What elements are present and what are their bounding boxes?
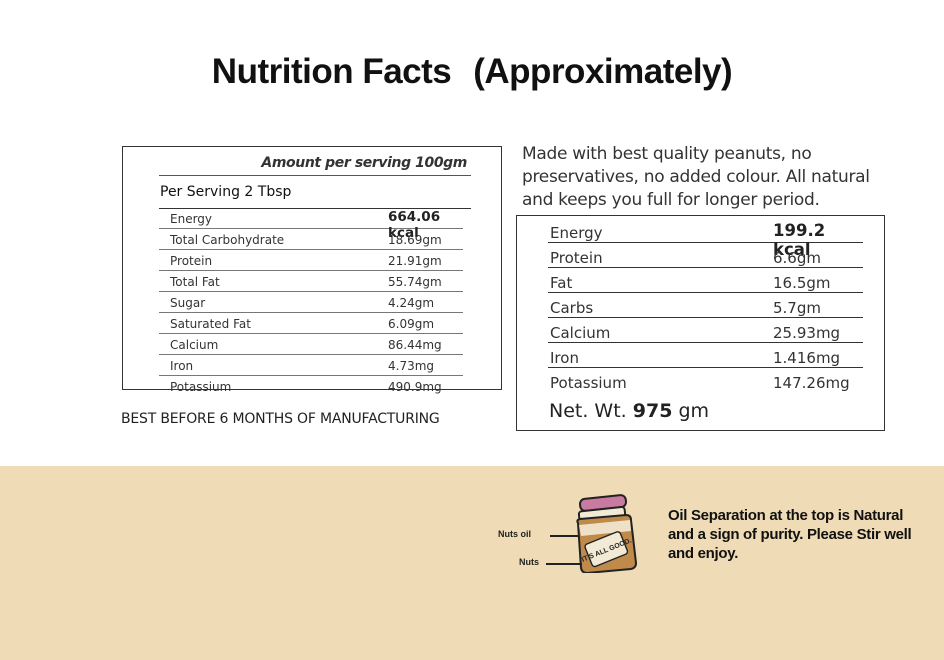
net-weight-value: 975 <box>632 400 673 422</box>
nutrient-name: Protein <box>170 254 213 268</box>
nutrient-value: 664.06 kcal <box>388 209 441 241</box>
table-row: Calcium 86.44mg <box>159 334 463 355</box>
table-row: Calcium 25.93mg <box>548 318 863 343</box>
table-row: Potassium 490.9mg <box>159 376 463 396</box>
nutrient-value: 147.26mg <box>773 374 850 392</box>
nutrient-name: Sugar <box>170 296 206 310</box>
net-weight-label: Net. Wt. <box>549 400 627 422</box>
nutrient-value: 55.74gm <box>388 275 442 289</box>
table-row: Fat 16.5gm <box>548 268 863 293</box>
nutrient-name: Calcium <box>170 338 219 352</box>
arrow-nuts <box>546 563 582 565</box>
nutrient-name: Iron <box>550 349 579 367</box>
nutrient-name: Carbs <box>550 299 594 317</box>
page-title: Nutrition Facts (Approximately) <box>0 52 944 92</box>
nutrient-name: Energy <box>550 224 603 242</box>
nutrient-value: 86.44mg <box>388 338 442 352</box>
nutrient-value: 6.6gm <box>773 249 821 267</box>
nutrition-table-100gm: Amount per serving 100gm Per Serving 2 T… <box>122 146 502 394</box>
nutrient-value: 5.7gm <box>773 299 821 317</box>
net-weight-unit: gm <box>678 400 710 422</box>
best-before-note: BEST BEFORE 6 MONTHS OF MANUFACTURING <box>121 411 440 427</box>
nutrient-name: Saturated Fat <box>170 317 251 331</box>
nutrient-name: Energy <box>170 212 213 226</box>
nutrient-value: 21.91gm <box>388 254 442 268</box>
nutrition-table-serving: Energy 199.2 kcal Protein 6.6gm Fat 16.5gm … <box>516 215 885 431</box>
nuts-label: Nuts <box>519 557 539 567</box>
nutrient-value: 6.09gm <box>388 317 435 331</box>
product-description: Made with best quality peanuts, no prese… <box>522 144 870 210</box>
nutrient-value: 1.416mg <box>773 349 841 367</box>
nutrient-name: Total Fat <box>170 275 220 289</box>
nutrient-rows: Energy 199.2 kcal Protein 6.6gm Fat 16.5gm … <box>548 216 863 392</box>
bottom-band <box>0 466 944 660</box>
table-row: Energy 199.2 kcal <box>548 216 863 259</box>
nutrient-name: Potassium <box>170 380 232 394</box>
nutrient-value: 16.5gm <box>773 274 831 292</box>
table-row: Sugar 4.24gm <box>159 292 463 313</box>
nutrient-value: 490.9mg <box>388 380 442 394</box>
nutrient-value: 4.24gm <box>388 296 435 310</box>
nutrient-name: Iron <box>170 359 194 373</box>
table-row: Total Fat 55.74gm <box>159 271 463 292</box>
nutrient-name: Total Carbohydrate <box>170 233 285 247</box>
serving-header: Per Serving 2 Tbsp <box>160 184 292 200</box>
table-row: Energy 664.06 kcal <box>159 208 463 241</box>
table-row: Iron 1.416mg <box>548 343 863 368</box>
nutrient-name: Protein <box>550 249 603 267</box>
divider <box>159 175 471 176</box>
nutrient-name: Fat <box>550 274 573 292</box>
oil-separation-note: Oil Separation at the top is Natural and… <box>668 507 912 562</box>
table-row: Potassium 147.26mg <box>548 368 863 392</box>
title-main: Nutrition Facts <box>211 52 452 91</box>
nutrient-name: Potassium <box>550 374 627 392</box>
peanut-butter-jar-icon: IT'S ALL GOOD. <box>576 494 638 573</box>
table-row: Saturated Fat 6.09gm <box>159 313 463 334</box>
nutrient-rows: Energy 664.06 kcal Total Carbohydrate 18.6… <box>159 208 463 396</box>
title-qualifier: (Approximately) <box>473 52 733 91</box>
nutrient-name: Calcium <box>550 324 611 342</box>
nutrient-value: 4.73mg <box>388 359 435 373</box>
nutrient-value: 18.69gm <box>388 233 442 247</box>
table-row: Carbs 5.7gm <box>548 293 863 318</box>
nutrient-value: 25.93mg <box>773 324 841 342</box>
table-row: Total Carbohydrate 18.69gm <box>159 229 463 250</box>
amount-header: Amount per serving 100gm <box>261 155 467 171</box>
table-row: Protein 6.6gm <box>548 243 863 268</box>
divider <box>159 208 471 209</box>
net-weight: Net. Wt. 975 gm <box>549 400 709 422</box>
nuts-oil-label: Nuts oil <box>498 529 531 539</box>
nutrient-value: 199.2 kcal <box>773 221 826 259</box>
table-row: Protein 21.91gm <box>159 250 463 271</box>
table-row: Iron 4.73mg <box>159 355 463 376</box>
arrow-oil <box>550 535 578 537</box>
